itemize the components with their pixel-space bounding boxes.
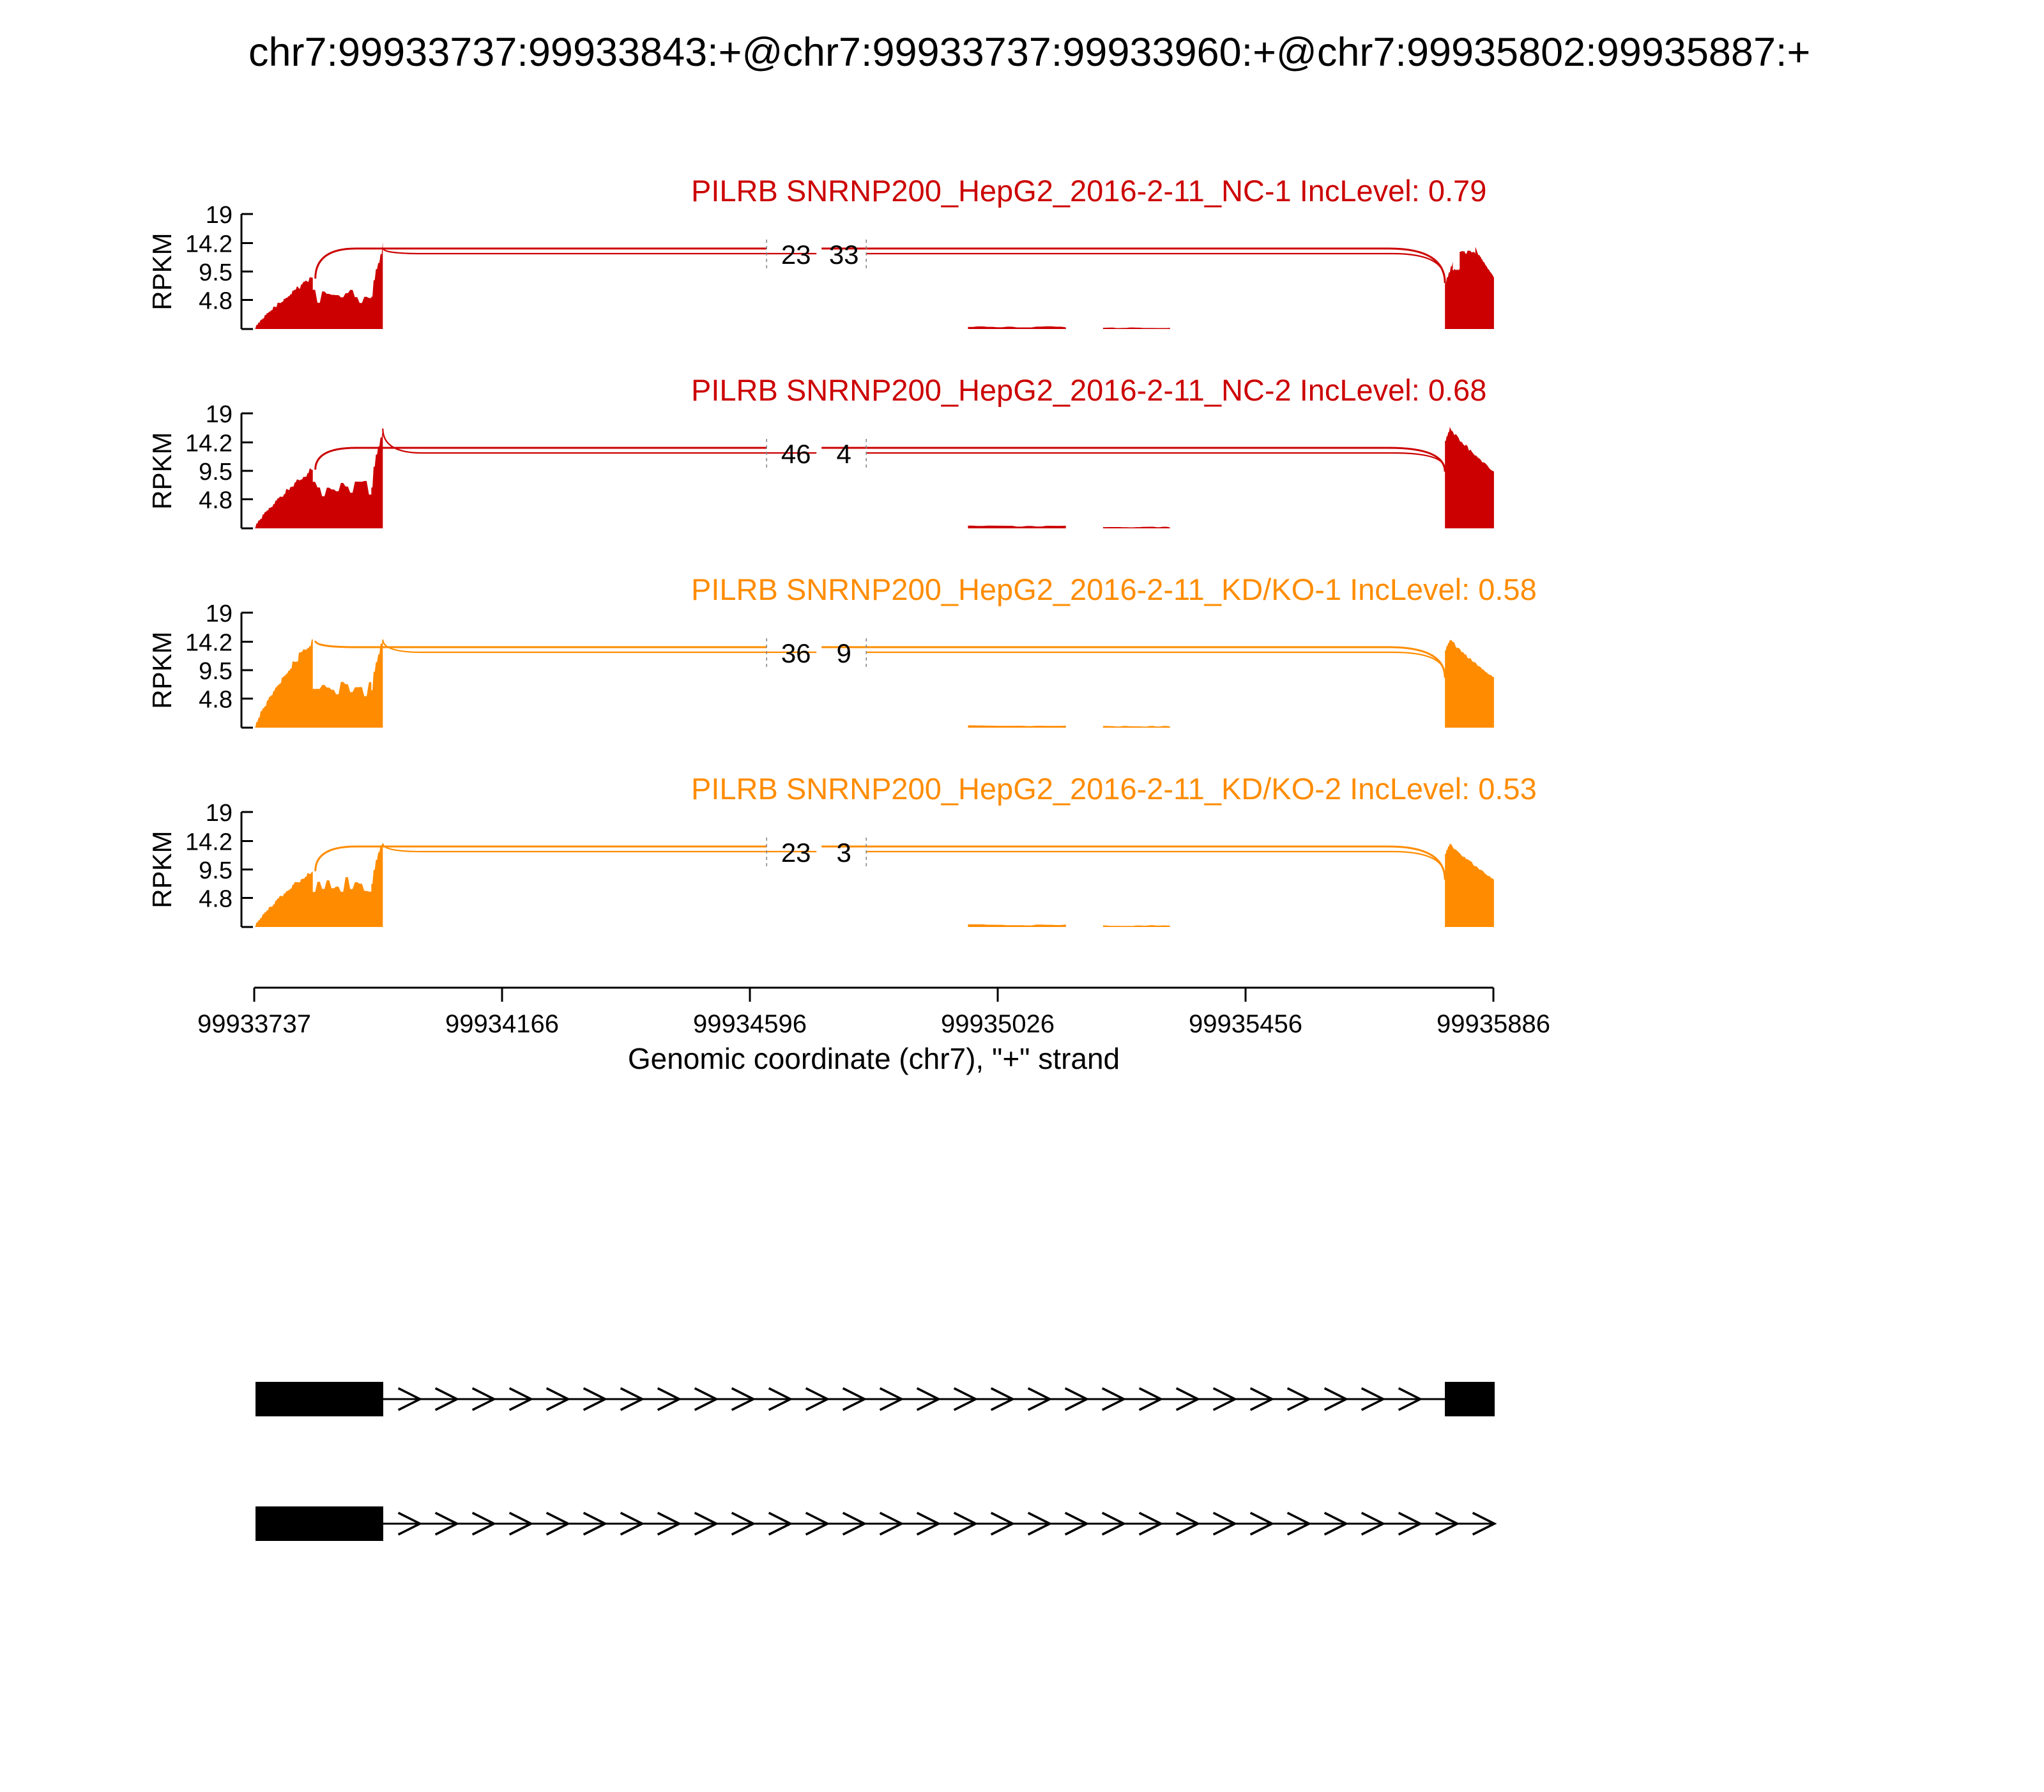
- svg-text:9.5: 9.5: [199, 459, 233, 486]
- svg-text:23: 23: [781, 240, 811, 270]
- svg-text:RPKM: RPKM: [147, 432, 177, 509]
- svg-text:RPKM: RPKM: [147, 631, 177, 708]
- svg-text:14.2: 14.2: [185, 430, 233, 457]
- svg-text:23: 23: [781, 838, 811, 868]
- svg-text:4.8: 4.8: [199, 687, 233, 714]
- svg-text:14.2: 14.2: [185, 829, 233, 855]
- svg-text:99933737: 99933737: [197, 1010, 311, 1038]
- svg-text:19: 19: [206, 401, 233, 428]
- svg-text:99934166: 99934166: [445, 1010, 559, 1038]
- svg-text:Genomic coordinate (chr7), "+": Genomic coordinate (chr7), "+" strand: [628, 1042, 1120, 1075]
- svg-text:PILRB SNRNP200_HepG2_2016-2-11: PILRB SNRNP200_HepG2_2016-2-11_KD/KO-1 I…: [691, 572, 1537, 606]
- svg-text:19: 19: [206, 800, 233, 827]
- svg-text:PILRB SNRNP200_HepG2_2016-2-11: PILRB SNRNP200_HepG2_2016-2-11_NC-2 IncL…: [691, 373, 1486, 407]
- svg-text:9.5: 9.5: [199, 857, 233, 884]
- svg-text:RPKM: RPKM: [147, 831, 177, 908]
- svg-text:99935456: 99935456: [1189, 1010, 1302, 1038]
- svg-text:14.2: 14.2: [185, 629, 233, 656]
- svg-text:4.8: 4.8: [199, 886, 233, 913]
- svg-text:4.8: 4.8: [199, 288, 233, 315]
- svg-text:33: 33: [829, 240, 859, 270]
- svg-text:9.5: 9.5: [199, 259, 233, 286]
- svg-text:4: 4: [837, 439, 851, 469]
- svg-text:99935886: 99935886: [1437, 1010, 1550, 1038]
- svg-text:3: 3: [837, 838, 851, 868]
- svg-text:99934596: 99934596: [693, 1010, 807, 1038]
- svg-text:RPKM: RPKM: [147, 233, 177, 310]
- svg-text:PILRB SNRNP200_HepG2_2016-2-11: PILRB SNRNP200_HepG2_2016-2-11_KD/KO-2 I…: [691, 772, 1537, 806]
- svg-text:9: 9: [837, 638, 851, 668]
- svg-text:9.5: 9.5: [199, 658, 233, 685]
- svg-text:PILRB SNRNP200_HepG2_2016-2-11: PILRB SNRNP200_HepG2_2016-2-11_NC-1 IncL…: [691, 174, 1486, 208]
- svg-text:14.2: 14.2: [185, 231, 233, 257]
- svg-text:36: 36: [781, 638, 811, 668]
- svg-text:46: 46: [781, 439, 811, 469]
- svg-text:99935026: 99935026: [941, 1010, 1055, 1038]
- svg-text:4.8: 4.8: [199, 487, 233, 514]
- svg-text:19: 19: [206, 202, 233, 229]
- svg-text:19: 19: [206, 601, 233, 627]
